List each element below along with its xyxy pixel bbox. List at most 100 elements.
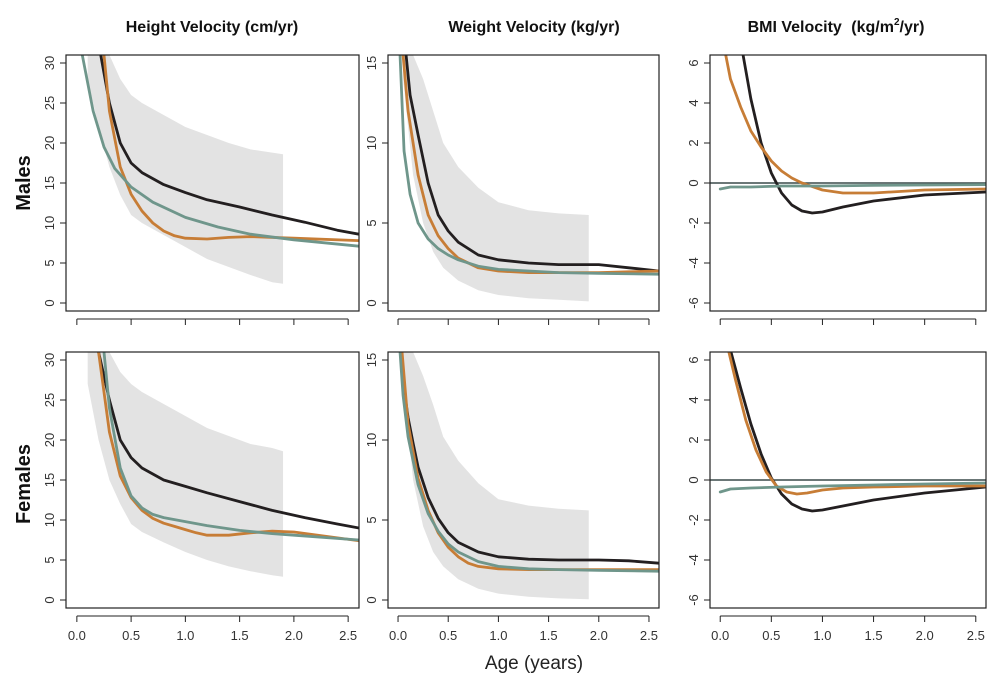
plot-area — [710, 55, 986, 215]
x-tick-label: 0.5 — [439, 628, 457, 643]
panel-height-males: 0 5 10 15 20 25 30 — [42, 54, 360, 325]
x-tick-label: 1.5 — [231, 628, 249, 643]
panel-weight-males: 0 5 10 15 — [364, 54, 660, 325]
y-tick-label: 2 — [686, 139, 701, 146]
x-tick-label: 1.0 — [489, 628, 507, 643]
x-tick-label: 1.0 — [813, 628, 831, 643]
title-height-velocity: Height Velocity (cm/yr) — [126, 19, 299, 36]
plot-frame — [387, 54, 660, 312]
y-tick-label: 4 — [686, 396, 701, 403]
x-tick-label: 2.5 — [967, 628, 985, 643]
x-tick-label: 2.5 — [640, 628, 658, 643]
series-line-black — [729, 352, 986, 513]
confidence-band — [87, 352, 284, 577]
y-tick-label: -6 — [686, 297, 701, 309]
y-tick-label: 15 — [42, 176, 57, 190]
y-tick-label: 0 — [42, 299, 57, 306]
x-tick-label: 0.5 — [122, 628, 140, 643]
confidence-band — [403, 55, 589, 302]
y-tick-label: 30 — [42, 353, 57, 367]
y-tick-label: -6 — [686, 594, 701, 606]
x-tick-label: 1.5 — [865, 628, 883, 643]
y-tick-label: 25 — [42, 96, 57, 110]
x-tick-label: 2.0 — [916, 628, 934, 643]
panel-bmi-females: 6 4 2 0 -2 -4 -6 0.0 0.5 1.0 1.5 2.0 2.5 — [686, 351, 987, 643]
series-line-black — [99, 55, 359, 236]
y-tick-label: 5 — [364, 516, 379, 523]
title-bmi-velocity-main: BMI Velocity — [748, 19, 842, 36]
y-tick-label: 15 — [42, 473, 57, 487]
x-tick-label: 1.5 — [540, 628, 558, 643]
plot-frame — [387, 351, 660, 609]
y-tick-label: 10 — [42, 513, 57, 527]
series-line-black — [404, 55, 659, 273]
x-tick-label: 0.0 — [68, 628, 86, 643]
x-tick-label: 2.5 — [339, 628, 357, 643]
y-tick-label: -4 — [686, 554, 701, 566]
x-tick-label: 0.5 — [762, 628, 780, 643]
plot-area — [87, 352, 359, 577]
x-tick-label: 0.0 — [389, 628, 407, 643]
title-bmi-velocity: BMI Velocity (kg/m2/yr) — [748, 17, 925, 36]
series-line-teal — [718, 481, 986, 494]
y-tick-label: 0 — [686, 179, 701, 186]
y-tick-label: 0 — [364, 596, 379, 603]
y-tick-label: 20 — [42, 136, 57, 150]
y-tick-label: 5 — [42, 259, 57, 266]
title-weight-velocity: Weight Velocity (kg/yr) — [448, 19, 619, 36]
series-line-black — [402, 387, 659, 565]
panel-titles: Height Velocity (cm/yr) Weight Velocity … — [126, 17, 925, 36]
title-bmi-unit-b: /yr) — [900, 19, 925, 36]
y-tick-label: 6 — [686, 356, 701, 363]
y-tick-label: 25 — [42, 393, 57, 407]
x-tick-label: 2.0 — [285, 628, 303, 643]
x-axis-label: Age (years) — [485, 653, 583, 674]
x-tick-label: 2.0 — [590, 628, 608, 643]
confidence-band — [403, 352, 589, 600]
y-tick-label: 15 — [364, 56, 379, 70]
y-tick-label: 5 — [364, 219, 379, 226]
panel-height-females: 0 5 10 15 20 25 30 0.0 0.5 1.0 1.5 2.0 2.5 — [42, 351, 360, 643]
plot-area — [710, 352, 986, 513]
y-tick-label: 10 — [364, 433, 379, 447]
y-tick-label: 20 — [42, 433, 57, 447]
series-line-teal — [80, 55, 359, 248]
y-tick-label: -2 — [686, 514, 701, 526]
y-tick-label: 10 — [42, 216, 57, 230]
row-label-males: Males — [13, 155, 35, 211]
y-tick-label: 15 — [364, 353, 379, 367]
panel-bmi-males: 6 4 2 0 -2 -4 -6 — [686, 54, 987, 325]
series-line-teal — [398, 55, 659, 276]
title-bmi-unit-exp: 2 — [894, 17, 900, 28]
y-tick-label: 0 — [42, 596, 57, 603]
series-line-black — [97, 352, 359, 530]
y-tick-label: -4 — [686, 257, 701, 269]
series-line-orange — [727, 352, 986, 496]
panel-weight-females: 0 5 10 15 0.0 0.5 1.0 1.5 2.0 2.5 — [364, 351, 660, 643]
y-tick-label: -2 — [686, 217, 701, 229]
plot-area — [398, 352, 659, 600]
series-line-black — [741, 55, 986, 215]
series-line-teal — [102, 352, 359, 542]
title-bmi-unit-a: (kg/m — [851, 19, 894, 36]
y-tick-label: 0 — [364, 299, 379, 306]
plot-area — [398, 55, 659, 302]
series-line-orange — [724, 55, 986, 195]
series-line-teal — [718, 183, 986, 191]
x-tick-label: 0.0 — [711, 628, 729, 643]
plot-area — [80, 55, 359, 284]
y-tick-label: 30 — [42, 56, 57, 70]
y-tick-label: 4 — [686, 99, 701, 106]
row-label-females: Females — [13, 444, 35, 524]
x-tick-label: 1.0 — [176, 628, 194, 643]
y-tick-label: 2 — [686, 436, 701, 443]
y-tick-label: 10 — [364, 136, 379, 150]
confidence-band — [87, 55, 284, 284]
y-tick-label: 0 — [686, 476, 701, 483]
y-tick-label: 5 — [42, 556, 57, 563]
series-line-teal — [398, 352, 659, 573]
series-line-orange — [102, 55, 359, 243]
y-tick-label: 6 — [686, 59, 701, 66]
